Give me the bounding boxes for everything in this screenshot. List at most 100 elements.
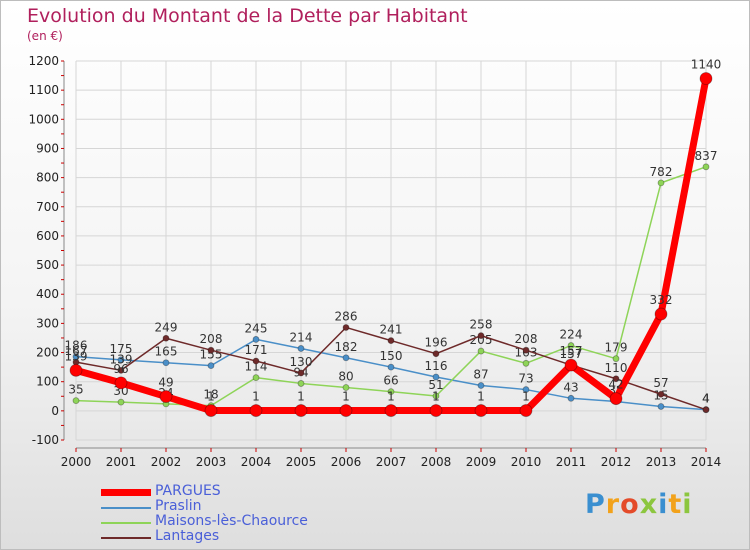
data-point-lantages <box>162 334 170 342</box>
y-tick-label: 600 <box>36 229 59 243</box>
x-tick-label: 2009 <box>466 455 497 469</box>
data-point-maisons-les-chaource <box>342 384 350 391</box>
y-tick-label: 300 <box>36 316 59 330</box>
data-label-lantages: 208 <box>200 332 223 346</box>
data-point-maisons-les-chaource <box>432 392 440 400</box>
y-tick-label: 700 <box>36 200 59 214</box>
y-tick-label: 800 <box>36 171 59 185</box>
data-point-pargues <box>429 404 443 417</box>
data-point-pargues <box>519 404 533 417</box>
data-point-praslin <box>657 403 665 410</box>
legend-swatch <box>101 537 151 539</box>
data-point-lantages <box>297 369 305 377</box>
legend-label: Lantages <box>155 528 220 544</box>
logo-letter: P <box>585 489 606 520</box>
data-label-lantages: 286 <box>335 309 358 323</box>
data-label-pargues: 1 <box>207 390 215 404</box>
x-tick-label: 2008 <box>421 455 452 469</box>
data-label-praslin: 4 <box>702 392 710 406</box>
data-label-lantages: 258 <box>470 318 493 332</box>
data-point-pargues <box>384 404 398 417</box>
data-point-lantages <box>117 366 125 374</box>
data-label-maisons-les-chaource: 51 <box>428 378 443 392</box>
x-tick-label: 2006 <box>331 455 362 469</box>
data-point-pargues <box>699 72 713 85</box>
data-point-praslin <box>297 345 305 352</box>
data-label-praslin: 245 <box>245 321 268 335</box>
data-point-maisons-les-chaource <box>522 359 530 367</box>
y-tick-label: -100 <box>32 433 59 447</box>
data-point-maisons-les-chaource <box>702 163 710 171</box>
legend-swatch <box>101 489 151 496</box>
data-label-pargues: 1 <box>297 390 305 404</box>
y-tick-label: 400 <box>36 287 59 301</box>
data-label-praslin: 214 <box>290 330 313 344</box>
data-point-pargues <box>609 392 623 406</box>
data-point-pargues <box>159 390 173 403</box>
data-label-lantages: 157 <box>560 347 583 361</box>
data-label-maisons-les-chaource: 782 <box>650 165 673 179</box>
logo-letter: o <box>620 489 640 520</box>
data-point-lantages <box>207 346 215 354</box>
logo-letter: r <box>605 489 621 520</box>
data-point-praslin <box>477 382 485 389</box>
data-point-lantages <box>477 332 485 340</box>
chart-title: Evolution du Montant de la Dette par Hab… <box>27 5 468 27</box>
data-label-praslin: 150 <box>380 349 403 363</box>
y-tick-label: 1100 <box>28 83 59 97</box>
y-tick-label: 200 <box>36 346 59 360</box>
legend-label: Maisons-lès-Chaource <box>155 513 308 529</box>
logo-letter: i <box>658 489 669 520</box>
data-point-praslin <box>387 363 395 371</box>
data-point-pargues <box>294 404 308 417</box>
x-tick-label: 2011 <box>556 455 587 469</box>
legend-swatch <box>101 507 151 509</box>
data-label-lantages: 167 <box>65 344 88 358</box>
data-point-praslin <box>567 394 575 402</box>
data-point-pargues <box>339 404 353 417</box>
data-label-maisons-les-chaource: 66 <box>383 374 398 388</box>
y-tick-label: 1000 <box>28 112 59 126</box>
data-label-praslin: 182 <box>335 340 358 354</box>
data-label-lantages: 130 <box>290 355 313 369</box>
data-point-lantages <box>612 375 620 383</box>
data-label-praslin: 73 <box>518 372 533 386</box>
data-point-maisons-les-chaource <box>567 342 575 349</box>
chart-subtitle: (en €) <box>27 29 63 43</box>
y-tick-label: 500 <box>36 258 59 272</box>
data-label-maisons-les-chaource: 179 <box>605 341 628 355</box>
data-point-lantages <box>432 350 440 358</box>
data-label-pargues: 1 <box>252 390 260 404</box>
data-point-lantages <box>702 406 710 414</box>
data-label-lantages: 241 <box>380 323 403 337</box>
data-point-pargues <box>69 363 83 377</box>
data-point-lantages <box>657 390 665 398</box>
data-label-praslin: 186 <box>65 339 88 353</box>
data-point-maisons-les-chaource <box>657 179 665 187</box>
data-label-pargues: 1 <box>387 390 395 404</box>
data-point-lantages <box>522 346 530 354</box>
data-label-pargues: 1140 <box>691 57 722 71</box>
legend-label: Praslin <box>155 498 202 514</box>
data-point-maisons-les-chaource <box>387 388 395 396</box>
data-label-pargues: 49 <box>158 376 173 390</box>
data-point-lantages <box>252 357 260 365</box>
x-tick-label: 2005 <box>286 455 317 469</box>
logo-letter: i <box>682 489 693 520</box>
data-label-pargues: 1 <box>477 390 485 404</box>
data-label-pargues: 1 <box>522 390 530 404</box>
data-label-lantages: 249 <box>155 320 178 334</box>
y-tick-label: 0 <box>51 404 59 418</box>
data-point-maisons-les-chaource <box>297 380 305 387</box>
data-label-pargues: 157 <box>560 344 583 358</box>
data-label-maisons-les-chaource: 224 <box>560 328 583 342</box>
x-tick-label: 2012 <box>601 455 632 469</box>
data-label-praslin: 116 <box>425 359 448 373</box>
x-tick-label: 2010 <box>511 455 542 469</box>
data-point-praslin <box>342 354 350 362</box>
data-label-lantages: 110 <box>605 361 628 375</box>
data-label-lantages: 208 <box>515 332 538 346</box>
data-point-maisons-les-chaource <box>72 397 80 405</box>
x-tick-label: 2002 <box>151 455 182 469</box>
